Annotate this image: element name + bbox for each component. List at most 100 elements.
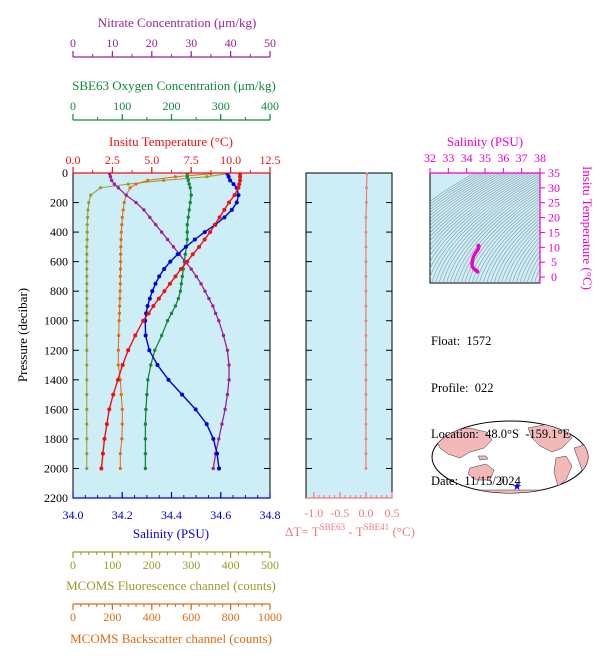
nitrate-tick-label: 0 bbox=[70, 36, 76, 50]
backscatter-point bbox=[117, 333, 121, 338]
salinity-point bbox=[153, 281, 158, 286]
dt-series bbox=[364, 172, 369, 470]
backscatter-point bbox=[128, 186, 132, 190]
fluorescence-point bbox=[85, 282, 89, 286]
nitrate-point bbox=[107, 173, 112, 176]
nitrate-point bbox=[221, 333, 226, 338]
isopycnal-line bbox=[497, 221, 540, 283]
fluorescence-point bbox=[85, 304, 89, 308]
temperature-point bbox=[212, 222, 217, 227]
nitrate-point bbox=[109, 178, 114, 183]
temperature-tick-label: 2.5 bbox=[105, 153, 120, 167]
isopycnal-line bbox=[523, 249, 540, 283]
oxygen-point bbox=[187, 208, 191, 212]
nitrate-point bbox=[227, 378, 231, 382]
salinity-point bbox=[147, 348, 152, 353]
backscatter-point bbox=[120, 437, 124, 441]
isopycnal-line bbox=[430, 173, 476, 202]
backscatter-point bbox=[122, 200, 126, 205]
float-location-marker: ★ bbox=[512, 481, 522, 493]
profile-series bbox=[85, 173, 243, 471]
fluorescence-point bbox=[85, 348, 89, 352]
ts-salinity-title: Salinity (PSU) bbox=[447, 134, 523, 149]
isopycnal-line bbox=[430, 173, 512, 234]
map-land-asia bbox=[435, 427, 493, 459]
nitrate-point bbox=[225, 348, 230, 352]
temperature-axis-title: Insitu Temperature (°C) bbox=[109, 134, 233, 149]
dt-point bbox=[364, 230, 368, 234]
ts-series bbox=[470, 243, 481, 274]
nitrate-point bbox=[217, 319, 221, 323]
temperature-tick-label: 7.5 bbox=[184, 153, 199, 167]
temperature-point bbox=[162, 289, 167, 294]
fluorescence-point bbox=[85, 333, 89, 338]
temperature-point bbox=[197, 244, 202, 249]
oxygen-tick-label: 300 bbox=[212, 99, 230, 113]
isopycnal-line bbox=[430, 173, 483, 208]
ts-salinity-tick-label: 33 bbox=[442, 151, 454, 165]
nitrate-point bbox=[171, 245, 176, 249]
nitrate-point bbox=[134, 200, 138, 205]
nitrate-point bbox=[227, 363, 231, 367]
nitrate-point bbox=[225, 392, 230, 397]
dt-point bbox=[364, 363, 368, 367]
oxygen-point bbox=[188, 200, 192, 205]
pressure-tick-label: 1800 bbox=[44, 432, 68, 446]
ts-temperature-title: Insitu Temperature (°C) bbox=[580, 166, 595, 290]
backscatter-point bbox=[118, 267, 123, 271]
salinity-point bbox=[193, 407, 198, 412]
dt-point bbox=[364, 407, 368, 411]
ts-point bbox=[470, 258, 475, 262]
salinity-point bbox=[162, 267, 167, 272]
ts-salinity-tick-label: 34 bbox=[461, 151, 473, 165]
temperature-tick-label: 12.5 bbox=[260, 153, 281, 167]
fluorescence-point bbox=[85, 274, 89, 279]
salinity-point bbox=[215, 451, 220, 456]
salinity-tick-label: 34.4 bbox=[161, 508, 182, 522]
ts-temperature-tick-label: 35 bbox=[548, 166, 560, 180]
temperature-point bbox=[238, 178, 243, 183]
fluorescence-point bbox=[85, 215, 90, 219]
backscatter-point bbox=[118, 452, 122, 456]
nitrate-tick-label: 10 bbox=[106, 36, 118, 50]
fluorescence-axis-title: MCOMS Fluorescence channel (counts) bbox=[66, 578, 276, 593]
isopycnal-line bbox=[430, 173, 509, 230]
isopycnal-line bbox=[449, 186, 540, 283]
nitrate-point bbox=[217, 437, 221, 441]
fluorescence-point bbox=[98, 186, 103, 190]
salinity-point bbox=[166, 377, 171, 382]
backscatter-point bbox=[120, 215, 124, 219]
salinity-point bbox=[192, 237, 197, 242]
fluorescence-tick-label: 400 bbox=[222, 558, 240, 572]
temperature-point bbox=[141, 318, 146, 323]
temperature-point bbox=[236, 185, 241, 190]
dt-tick-label: -1.0 bbox=[304, 506, 323, 520]
nitrate-point bbox=[213, 311, 218, 316]
oxygen-point bbox=[144, 407, 148, 412]
map-land-australia bbox=[467, 463, 495, 481]
dt-point bbox=[364, 275, 368, 278]
map-land-south-america bbox=[553, 455, 573, 487]
location-row: Location: 48.0°S -159.1°E bbox=[431, 427, 571, 441]
main-plot-area bbox=[72, 172, 271, 499]
backscatter-point bbox=[116, 363, 120, 367]
backscatter-point bbox=[118, 274, 122, 279]
backscatter-point bbox=[119, 230, 123, 234]
temperature-point bbox=[222, 207, 227, 212]
temperature-point bbox=[237, 182, 242, 187]
pressure-tick-label: 400 bbox=[50, 225, 68, 239]
salinity-point bbox=[229, 207, 234, 212]
isopycnal-line bbox=[430, 173, 505, 226]
isopycnal-line bbox=[482, 209, 540, 283]
fluorescence-point bbox=[87, 200, 91, 205]
backscatter-tick-label: 800 bbox=[222, 610, 240, 624]
temperature-point bbox=[232, 193, 237, 198]
ts-temperature-tick-label: 10 bbox=[548, 240, 560, 254]
fluorescence-point bbox=[85, 260, 89, 264]
fluorescence-point bbox=[89, 193, 93, 197]
backscatter-point bbox=[118, 289, 122, 293]
ts-salinity-tick-label: 38 bbox=[534, 151, 546, 165]
dt-axis-title: ΔT= TSBE63 - TSBE41 (°C) bbox=[285, 522, 415, 539]
isopycnal-line bbox=[515, 240, 540, 283]
ts-plot-area bbox=[429, 172, 541, 284]
